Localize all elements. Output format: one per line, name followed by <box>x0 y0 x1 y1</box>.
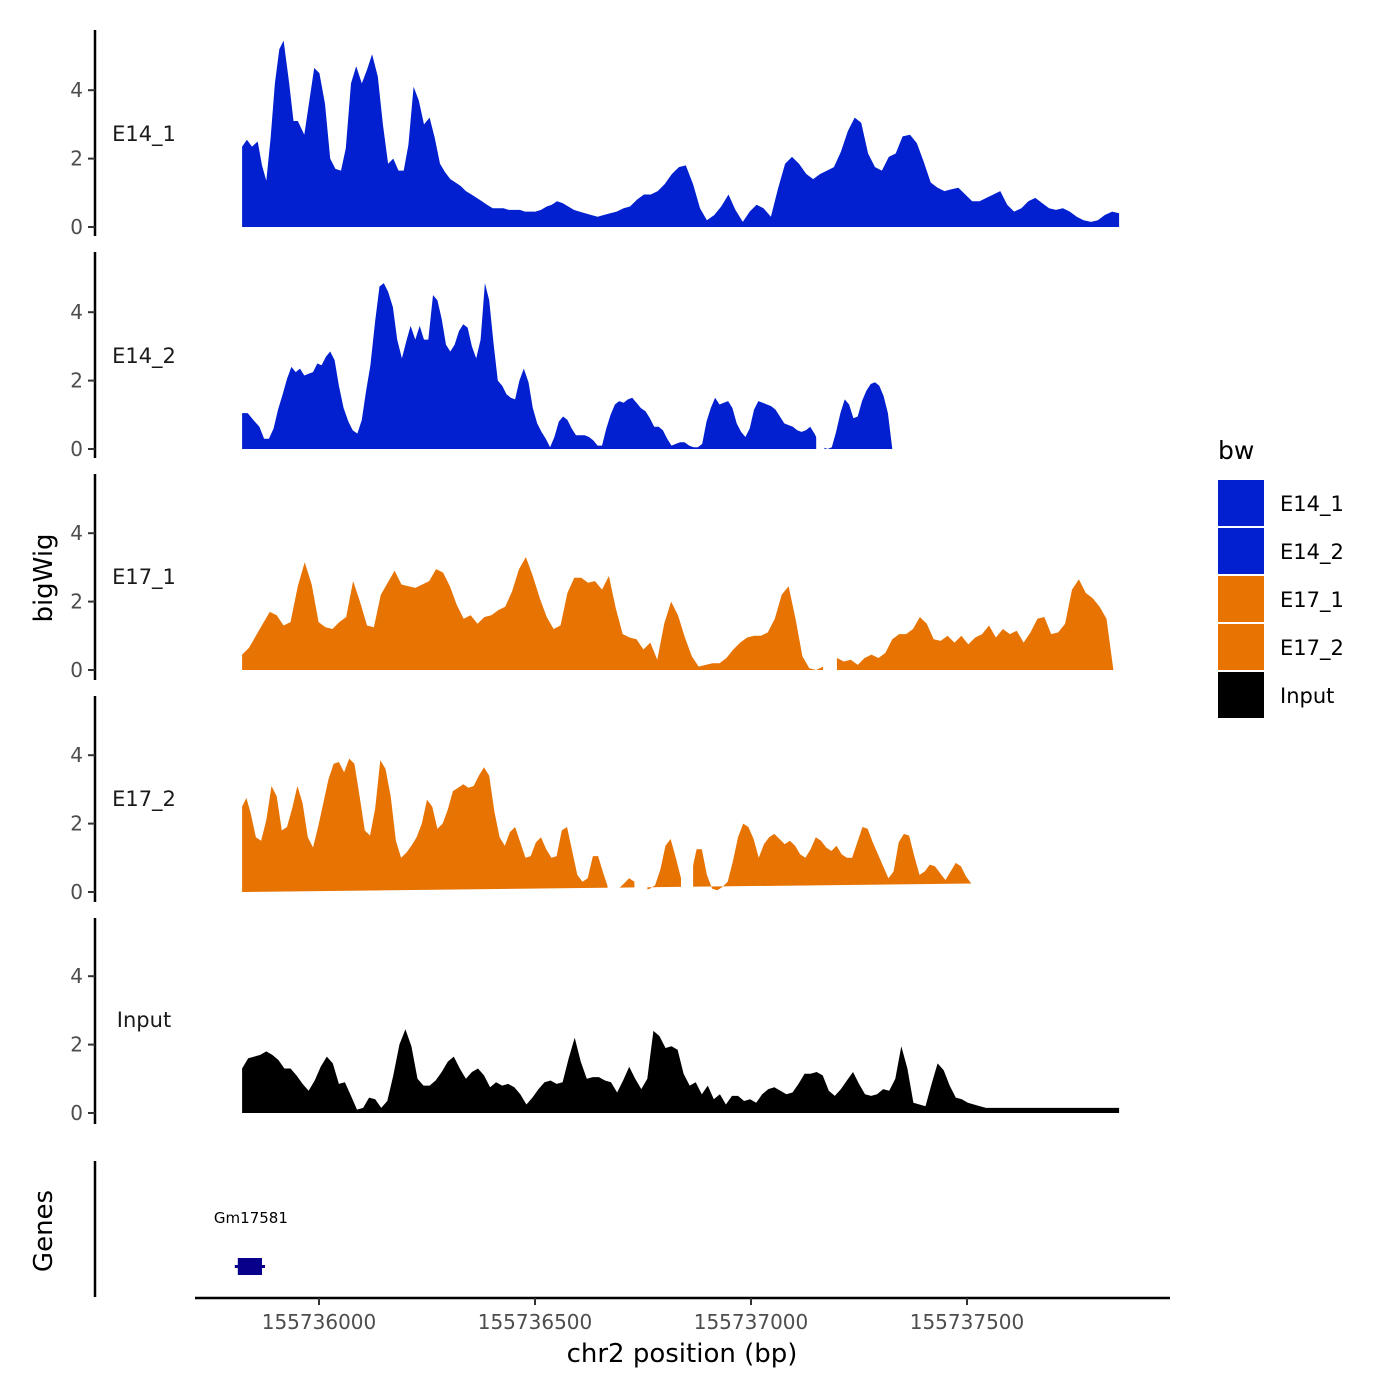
y-tick-label: 0 <box>70 658 83 682</box>
legend-key-E14_2 <box>1218 528 1264 574</box>
y-tick-label: 0 <box>70 437 83 461</box>
x-tick-label: 155736500 <box>478 1310 593 1334</box>
legend: bw E14_1 E14_2 E17_1 E17_2 Input <box>1218 436 1344 718</box>
x-tick-label: 155737000 <box>694 1310 809 1334</box>
x-tick-label: 155737500 <box>910 1310 1025 1334</box>
legend-label-E14_2: E14_2 <box>1280 540 1344 565</box>
y-axis-title: bigWig <box>29 533 59 622</box>
gene-Gm17581: Gm17581 <box>214 1209 288 1275</box>
track-gap <box>681 832 694 893</box>
y-tick-label: 2 <box>70 369 83 393</box>
track-label-Input: Input <box>117 1008 171 1032</box>
track-area-E17_1 <box>242 557 1114 670</box>
x-axis-title: chr2 position (bp) <box>567 1339 798 1369</box>
genes-track-title: Genes <box>29 1190 59 1272</box>
legend-key-E17_1 <box>1218 576 1264 622</box>
track-area-Input <box>242 1029 1120 1113</box>
track-label-E14_1: E14_1 <box>112 122 176 147</box>
track-gap <box>823 610 837 671</box>
y-tick-label: 2 <box>70 812 83 836</box>
track-gap <box>607 832 620 893</box>
track-E17_1: 0 2 4 E17_1 <box>70 474 1114 682</box>
y-tick-label: 2 <box>70 1033 83 1057</box>
legend-label-E14_1: E14_1 <box>1280 492 1344 517</box>
track-area-E14_2 <box>242 283 893 449</box>
track-gap <box>634 832 648 893</box>
y-tick-label: 4 <box>70 743 83 767</box>
track-gap <box>816 389 825 450</box>
legend-key-E14_1 <box>1218 480 1264 526</box>
track-Input: 0 2 4 Input <box>70 918 1120 1125</box>
legend-title: bw <box>1218 436 1254 465</box>
y-tick-label: 4 <box>70 521 83 545</box>
y-tick-label: 2 <box>70 590 83 614</box>
y-tick-label: 2 <box>70 147 83 171</box>
x-tick-label: 155736000 <box>262 1310 377 1334</box>
x-axis: 155736000 155736500 155737000 155737500 <box>195 1296 1170 1334</box>
y-tick-label: 4 <box>70 300 83 324</box>
legend-label-E17_2: E17_2 <box>1280 636 1344 661</box>
tracks-layer: 0 2 4 E14_1 0 2 4 E14_2 0 2 4 E17_1 0 2 4 E17_2 0 2 4 Input <box>70 30 1120 1125</box>
legend-key-Input <box>1218 672 1264 718</box>
y-tick-label: 4 <box>70 78 83 102</box>
track-gap <box>1055 389 1073 450</box>
gene-label: Gm17581 <box>214 1209 288 1227</box>
track-area-E17_2 <box>242 758 972 892</box>
y-tick-label: 0 <box>70 1101 83 1125</box>
legend-key-E17_2 <box>1218 624 1264 670</box>
track-label-E17_1: E17_1 <box>112 565 176 590</box>
legend-label-E17_1: E17_1 <box>1280 588 1344 613</box>
legend-label-Input: Input <box>1280 684 1334 708</box>
track-area-E14_1 <box>242 40 1120 227</box>
track-E17_2: 0 2 4 E17_2 <box>70 696 972 904</box>
y-tick-label: 4 <box>70 964 83 988</box>
y-tick-label: 0 <box>70 215 83 239</box>
track-E14_2: 0 2 4 E14_2 <box>70 252 1073 461</box>
track-label-E17_2: E17_2 <box>112 787 176 812</box>
y-tick-label: 0 <box>70 880 83 904</box>
track-label-E14_2: E14_2 <box>112 344 176 369</box>
genes-layer: Gm17581 <box>93 1161 288 1297</box>
track-E14_1: 0 2 4 E14_1 <box>70 30 1120 239</box>
